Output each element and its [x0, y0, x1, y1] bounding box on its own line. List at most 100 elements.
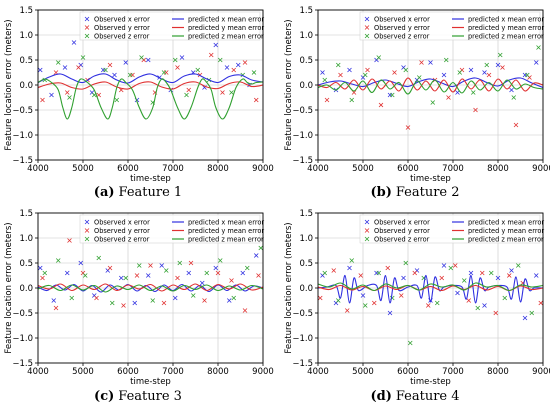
scatter-point-observed-x-error — [51, 298, 57, 303]
scatter-point-observed-y-error — [64, 90, 70, 95]
scatter-point-observed-x-error — [401, 275, 406, 281]
caption-text: Feature 4 — [396, 389, 460, 404]
x-tick-label: 9000 — [532, 367, 550, 377]
x-tick-label: 7000 — [442, 367, 464, 377]
scatter-point-observed-z-error — [524, 72, 530, 78]
legend-label: Observed z error — [94, 235, 150, 243]
x-axis-label: time-step — [410, 174, 451, 184]
scatter-point-observed-z-error — [204, 270, 210, 276]
x-tick-label: 5000 — [72, 164, 94, 174]
y-tick-label: 1.5 — [299, 209, 313, 219]
scatter-point-observed-y-error — [231, 67, 237, 73]
y-tick-label: 0.5 — [299, 56, 313, 66]
scatter-point-observed-y-error — [398, 293, 404, 298]
x-tick-label: 4000 — [307, 164, 329, 174]
scatter-point-observed-y-error — [506, 273, 512, 278]
scatter-point-observed-x-error — [509, 87, 514, 93]
y-tick-label: −1.0 — [292, 131, 313, 141]
scatter-point-observed-x-error — [387, 310, 393, 316]
scatter-point-observed-z-error — [172, 57, 178, 63]
scatter-point-observed-x-error — [118, 275, 124, 281]
scatter-point-observed-x-error — [49, 92, 54, 98]
scatter-point-observed-y-error — [338, 72, 343, 78]
scatter-point-observed-z-error — [190, 293, 196, 298]
scatter-point-observed-y-error — [513, 122, 519, 128]
x-tick-label: 9000 — [252, 367, 274, 377]
scatter-point-observed-z-error — [103, 67, 108, 73]
scatter-point-observed-y-error — [318, 295, 323, 301]
y-tick-label: −1.0 — [12, 131, 33, 141]
scatter-point-observed-x-error — [533, 60, 539, 65]
panel-caption: (c) Feature 3 — [94, 389, 182, 404]
legend-marker — [364, 236, 370, 242]
legend-label: predicted x mean error — [468, 218, 544, 226]
scatter-point-observed-z-error — [96, 255, 102, 261]
chart-panel-b: 4000 5000 6000 7000 8000 9000 1.5 1.0 0.5 0.0 −0.5… — [284, 6, 550, 200]
scatter-point-observed-x-error — [468, 270, 474, 276]
y-axis-label: Feature location error (meters) — [4, 19, 14, 150]
scatter-point-observed-y-error — [371, 300, 377, 306]
plot-frame — [317, 212, 544, 364]
scatter-point-observed-y-error — [67, 238, 72, 243]
y-tick-label: 0.0 — [19, 284, 33, 294]
scatter-point-observed-z-error — [322, 270, 328, 276]
scatter-point-observed-x-error — [132, 300, 138, 306]
scatter-point-observed-y-error — [220, 90, 225, 95]
scatter-point-observed-y-error — [242, 60, 248, 65]
scatter-point-observed-z-error — [349, 258, 355, 263]
x-tick-label: 7000 — [162, 367, 184, 377]
y-tick-label: −1.5 — [292, 156, 313, 166]
series-line-predicted-y-mean-error — [38, 81, 263, 90]
scatter-point-observed-x-error — [347, 67, 352, 73]
legend-label: predicted z mean error — [468, 235, 544, 243]
scatter-point-observed-y-error — [486, 72, 492, 78]
scatter-point-observed-x-error — [240, 270, 246, 276]
scatter-point-observed-x-error — [123, 60, 129, 65]
x-tick-label: 6000 — [117, 164, 139, 174]
scatter-point-observed-y-error — [378, 102, 384, 108]
x-tick-label: 4000 — [27, 367, 49, 377]
scatter-point-observed-z-error — [195, 67, 201, 73]
y-tick-label: −1.5 — [292, 359, 313, 369]
scatter-point-observed-z-error — [475, 305, 481, 311]
series-line-predicted-y-mean-error — [38, 283, 263, 292]
scatter-point-observed-y-error — [161, 300, 167, 306]
x-tick-label: 8000 — [487, 164, 509, 174]
scatter-point-observed-z-error — [484, 62, 490, 68]
scatter-point-observed-y-error — [358, 273, 364, 278]
scatter-point-observed-x-error — [441, 72, 447, 78]
x-tick-label: 8000 — [207, 164, 229, 174]
x-tick-label: 4000 — [27, 164, 49, 174]
legend-label: predicted z mean error — [468, 32, 544, 40]
series-line-predicted-z-mean-error — [38, 284, 263, 293]
chart-panel-a: 4000 5000 6000 7000 8000 9000 1.5 1.0 0.5 0.0 −0.5… — [4, 6, 274, 200]
scatter-point-observed-z-error — [229, 90, 234, 95]
scatter-point-observed-y-error — [76, 65, 81, 70]
caption-text: Feature 1 — [119, 185, 183, 200]
scatter-point-observed-z-error — [497, 52, 503, 58]
scatter-point-observed-x-error — [428, 60, 433, 65]
scatter-point-observed-x-error — [78, 260, 84, 266]
scatter-point-observed-y-error — [215, 270, 221, 276]
scatter-point-observed-y-error — [473, 107, 478, 113]
scatter-point-observed-z-error — [403, 67, 409, 73]
scatter-point-observed-z-error — [362, 303, 368, 308]
scatter-point-observed-z-error — [322, 77, 328, 83]
scatter-point-observed-z-error — [403, 260, 409, 266]
scatter-point-observed-z-error — [177, 260, 183, 266]
y-tick-label: 0.0 — [19, 81, 33, 91]
scatter-point-observed-y-error — [175, 65, 180, 70]
x-tick-label: 9000 — [532, 164, 550, 174]
scatter-point-observed-x-error — [159, 263, 165, 268]
scatter-point-observed-z-error — [55, 60, 61, 65]
scatter-point-observed-y-error — [40, 97, 45, 103]
legend-label: predicted x mean error — [188, 218, 264, 226]
scatter-point-observed-x-error — [320, 70, 325, 75]
scatter-point-observed-x-error — [186, 270, 192, 276]
scatter-point-observed-z-error — [470, 90, 476, 95]
scatter-point-observed-z-error — [55, 258, 61, 263]
scatter-point-observed-x-error — [179, 55, 185, 60]
scatter-point-observed-y-error — [202, 298, 207, 303]
plot-frame — [317, 9, 544, 161]
